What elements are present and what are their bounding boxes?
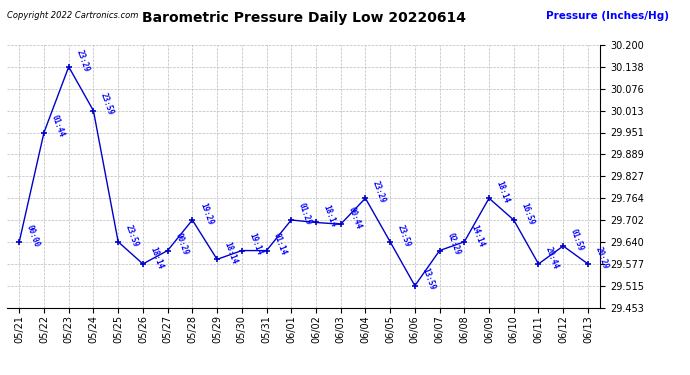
Text: 19:29: 19:29 <box>198 201 215 226</box>
Text: 16:59: 16:59 <box>520 201 535 226</box>
Text: 18:14: 18:14 <box>223 241 239 266</box>
Text: Barometric Pressure Daily Low 20220614: Barometric Pressure Daily Low 20220614 <box>141 11 466 25</box>
Text: 00:00: 00:00 <box>25 223 41 248</box>
Text: Copyright 2022 Cartronics.com: Copyright 2022 Cartronics.com <box>7 11 138 20</box>
Text: 01:44: 01:44 <box>50 114 66 139</box>
Text: 23:29: 23:29 <box>371 180 387 204</box>
Text: 23:59: 23:59 <box>395 223 412 248</box>
Text: 23:29: 23:29 <box>75 48 90 73</box>
Text: 20:44: 20:44 <box>544 245 560 270</box>
Text: 23:59: 23:59 <box>124 223 140 248</box>
Text: 20:29: 20:29 <box>593 245 610 270</box>
Text: Pressure (Inches/Hg): Pressure (Inches/Hg) <box>546 11 669 21</box>
Text: 13:59: 13:59 <box>420 267 437 292</box>
Text: 00:29: 00:29 <box>173 232 190 257</box>
Text: 23:59: 23:59 <box>99 92 115 117</box>
Text: 18:14: 18:14 <box>148 245 165 270</box>
Text: 00:44: 00:44 <box>346 206 363 230</box>
Text: 18:14: 18:14 <box>322 204 338 229</box>
Text: 14:14: 14:14 <box>470 223 486 248</box>
Text: 18:14: 18:14 <box>495 180 511 204</box>
Text: 01:59: 01:59 <box>569 227 585 252</box>
Text: 02:29: 02:29 <box>445 232 462 257</box>
Text: 01:29: 01:29 <box>297 201 313 226</box>
Text: 19:14: 19:14 <box>247 232 264 257</box>
Text: 01:14: 01:14 <box>272 232 288 257</box>
